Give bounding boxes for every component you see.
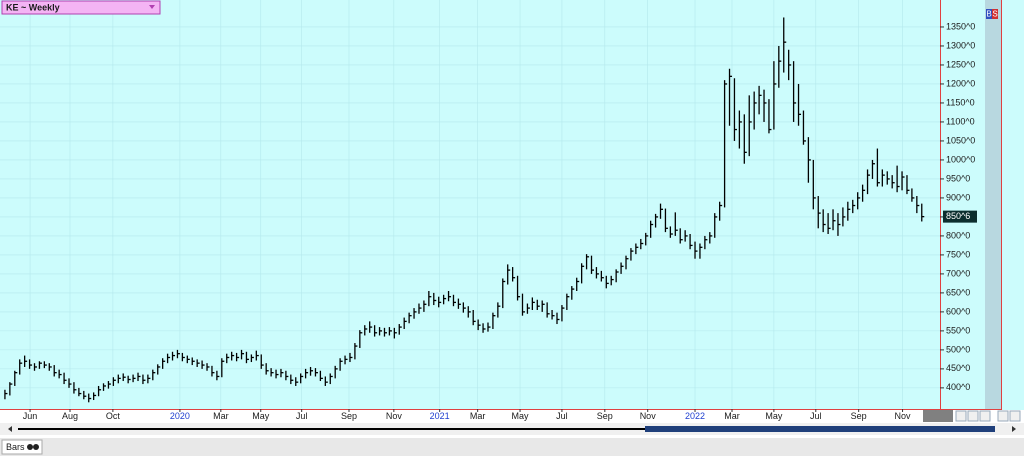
symbol-menu[interactable] bbox=[1, 0, 161, 15]
x-tick-label: Mar bbox=[470, 411, 486, 421]
zoom-button[interactable] bbox=[997, 410, 1009, 422]
axis-corner bbox=[923, 410, 953, 422]
y-tick-label: 1150^0 bbox=[946, 97, 975, 107]
y-tick-label: 1050^0 bbox=[946, 135, 975, 145]
x-tick-label: Sep bbox=[341, 411, 357, 421]
sell-button[interactable] bbox=[992, 9, 998, 19]
x-tick-label: May bbox=[765, 411, 783, 421]
x-tick-label: Jun bbox=[23, 411, 38, 421]
x-tick-label: Mar bbox=[213, 411, 229, 421]
x-tick-label: Oct bbox=[106, 411, 121, 421]
y-tick-label: 900^0 bbox=[946, 192, 970, 202]
y-tick-label: 1350^0 bbox=[946, 21, 975, 31]
scroll-right[interactable] bbox=[1012, 426, 1016, 432]
axes: 400^0 450^0 500^0 550^0 600^0 650^0 700^0 750^0… bbox=[23, 21, 977, 421]
x-tick-label: Sep bbox=[851, 411, 867, 421]
zoom-button[interactable] bbox=[955, 410, 967, 422]
x-tick-label: Jul bbox=[296, 411, 308, 421]
price-axis-background bbox=[941, 0, 985, 410]
x-tick-label: May bbox=[252, 411, 270, 421]
y-tick-label: 1000^0 bbox=[946, 154, 975, 164]
zoom-button[interactable] bbox=[1009, 410, 1021, 422]
y-tick-label: 550^0 bbox=[946, 325, 970, 335]
x-tick-label: Jul bbox=[556, 411, 568, 421]
scroll-left[interactable] bbox=[8, 426, 12, 432]
y-tick-label: 400^0 bbox=[946, 382, 970, 392]
bars-tab-label: Bars bbox=[6, 442, 25, 452]
tab-icon bbox=[27, 444, 33, 450]
x-tick-label: Sep bbox=[597, 411, 613, 421]
y-tick-label: 500^0 bbox=[946, 344, 970, 354]
bars bbox=[4, 17, 925, 403]
y-tick-label: 450^0 bbox=[946, 363, 970, 373]
y-tick-label: 800^0 bbox=[946, 230, 970, 240]
y-tick-label: 1250^0 bbox=[946, 59, 975, 69]
bars-tab[interactable] bbox=[1, 439, 43, 455]
y-tick-label: 600^0 bbox=[946, 306, 970, 316]
side-strip bbox=[985, 0, 1001, 410]
y-tick-label: 950^0 bbox=[946, 173, 970, 183]
x-tick-label: Nov bbox=[640, 411, 657, 421]
zoom-buttons bbox=[955, 410, 1021, 422]
x-tick-label: Nov bbox=[386, 411, 403, 421]
last-price-box bbox=[943, 210, 977, 223]
x-tick-label: 2021 bbox=[430, 411, 450, 421]
menu-arrow bbox=[149, 5, 155, 9]
tab-icon bbox=[33, 444, 39, 450]
tab-bar bbox=[0, 438, 1024, 456]
zoom-button[interactable] bbox=[967, 410, 979, 422]
x-tick-label: Aug bbox=[62, 411, 78, 421]
y-tick-label: 650^0 bbox=[946, 287, 970, 297]
buy-button[interactable] bbox=[986, 9, 992, 19]
symbol-menu-label: KE ~ Weekly bbox=[6, 2, 60, 12]
buy-label: B bbox=[986, 10, 991, 19]
y-tick-label: 1200^0 bbox=[946, 78, 975, 88]
y-tick-label: 1100^0 bbox=[946, 116, 975, 126]
last-price-label: 850^6 bbox=[946, 211, 970, 221]
x-tick-label: 2022 bbox=[685, 411, 705, 421]
x-tick-label: 2020 bbox=[170, 411, 190, 421]
plot-background bbox=[0, 0, 1024, 410]
y-tick-label: 750^0 bbox=[946, 249, 970, 259]
x-tick-label: Nov bbox=[895, 411, 912, 421]
scroll-thumb[interactable] bbox=[645, 426, 995, 432]
sell-label: S bbox=[992, 10, 997, 19]
x-tick-label: May bbox=[512, 411, 530, 421]
x-tick-label: Jul bbox=[810, 411, 822, 421]
y-tick-label: 1300^0 bbox=[946, 40, 975, 50]
zoom-button[interactable] bbox=[979, 410, 991, 422]
x-tick-label: Mar bbox=[724, 411, 740, 421]
y-tick-label: 700^0 bbox=[946, 268, 970, 278]
